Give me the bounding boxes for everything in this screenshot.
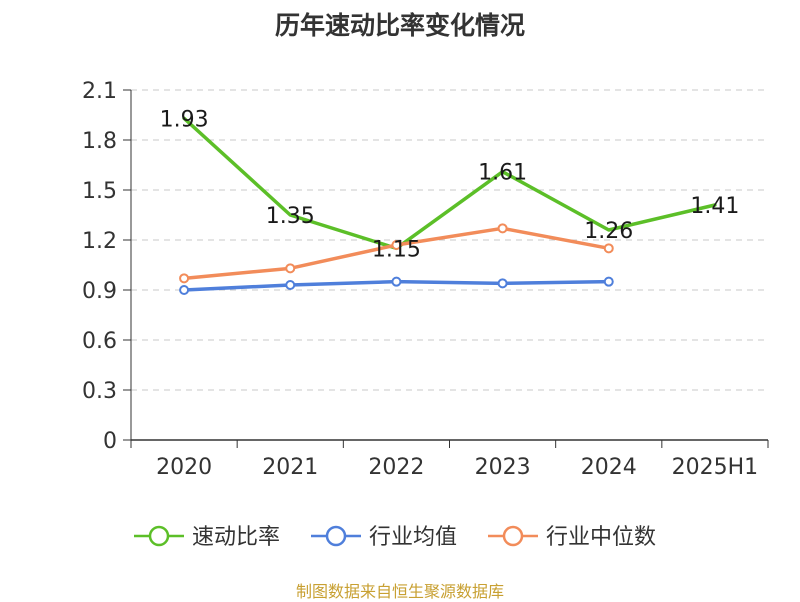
y-tick-label: 0: [103, 429, 117, 454]
chart-title: 历年速动比率变化情况: [274, 11, 525, 40]
x-tick-label: 2022: [368, 455, 424, 480]
x-tick-label: 2025H1: [672, 455, 759, 480]
y-tick-label: 0.6: [82, 329, 117, 354]
data-point: [391, 240, 402, 250]
axes: 0 0.3 0.6 0.9 1.2 1.5 1.8 2.1 2020 2021 2022 2023 20…: [82, 79, 769, 480]
y-tick-label: 1.5: [82, 179, 117, 204]
data-point: [497, 223, 508, 234]
y-tick-label: 1.2: [82, 229, 117, 254]
data-point: [285, 280, 296, 290]
legend-label-0: 速动比率: [192, 525, 280, 550]
data-point: [285, 263, 296, 274]
y-tick-label: 0.3: [82, 379, 117, 404]
data-point: [391, 276, 402, 287]
legend: 速动比率 行业均值 行业中位数: [134, 525, 656, 550]
data-point: [603, 243, 614, 254]
x-tick-label: 2021: [262, 455, 318, 480]
series-line-0: [182, 116, 717, 251]
series-lines: [179, 116, 717, 295]
data-point: [179, 273, 190, 284]
data-label: 1.61: [478, 161, 527, 186]
x-tick-label: 2023: [475, 455, 531, 480]
source-note: 制图数据来自恒生聚源数据库: [295, 582, 504, 601]
data-label: 1.15: [372, 237, 421, 262]
data-label: 1.35: [266, 204, 315, 229]
x-tick-label: 2024: [581, 455, 637, 480]
legend-marker-1: [325, 525, 347, 547]
data-point: [603, 276, 614, 287]
data-point: [497, 278, 508, 289]
data-labels: 1.93 1.35 1.15 1.61 1.26 1.41: [160, 107, 740, 262]
legend-marker-0: [148, 525, 170, 547]
y-tick-label: 0.9: [82, 279, 117, 304]
x-tick-label: 2020: [156, 455, 212, 480]
data-label: 1.41: [690, 194, 739, 219]
y-tick-label: 2.1: [82, 79, 117, 104]
data-point: [179, 285, 190, 295]
gridlines: [131, 89, 768, 391]
legend-marker-2: [502, 525, 524, 547]
data-label: 1.26: [584, 219, 633, 244]
legend-label-1: 行业均值: [369, 525, 457, 550]
data-label: 1.93: [160, 107, 209, 132]
y-tick-label: 1.8: [82, 129, 117, 154]
legend-label-2: 行业中位数: [546, 525, 656, 550]
